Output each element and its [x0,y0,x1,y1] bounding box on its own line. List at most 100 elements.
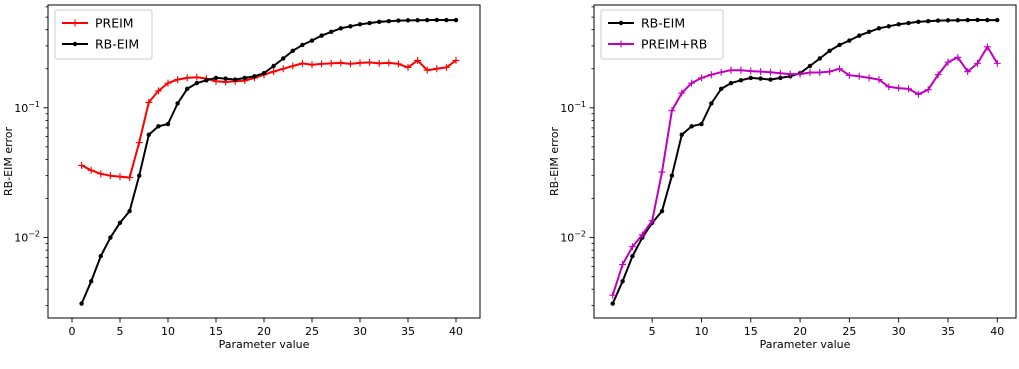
legend-label: PREIM [95,16,134,31]
data-point [886,24,892,29]
x-tick-label: 25 [842,325,856,338]
x-tick-label: 20 [257,325,271,338]
x-tick-label: 40 [990,325,1004,338]
data-point [213,75,219,81]
data-point [453,17,459,23]
data-point [337,59,345,67]
data-point [837,42,842,48]
data-point [975,17,980,23]
data-point [348,24,353,29]
data-point [223,76,228,81]
data-point [377,19,382,25]
x-tick-label: 10 [694,325,708,338]
data-point [855,72,863,80]
data-point [935,18,941,23]
data-point [146,132,151,137]
x-tick-label: 35 [941,325,955,338]
data-point [89,279,94,284]
data-point [117,220,123,225]
legend-label: PREIM+RB [641,37,707,52]
data-point [778,75,783,81]
data-point [826,68,834,76]
data-point [914,90,922,98]
data-point [926,19,931,24]
data-point [944,58,952,66]
data-point [857,33,862,38]
data-point [628,243,636,251]
data-point [610,301,615,306]
data-point [620,279,625,284]
data-point [106,172,114,180]
data-point [261,70,267,76]
data-point [78,161,86,169]
data-point [298,59,306,67]
data-point [270,68,278,76]
data-point [817,56,822,61]
data-point [679,132,684,137]
x-tick-label: 15 [744,325,758,338]
data-point [145,98,153,106]
data-point [768,77,773,82]
data-point [916,19,921,25]
x-tick-label: 20 [793,325,807,338]
y-tick-label: 10−1 [560,100,586,115]
data-point [807,63,813,69]
data-point [985,17,990,23]
series-line-rb-eim [80,18,456,304]
data-point [747,67,755,75]
data-point [396,18,401,23]
data-point [300,42,305,48]
data-point [669,173,675,178]
data-point [309,38,315,43]
data-point [98,253,104,259]
x-tick-label: 10 [161,325,175,338]
data-point [357,22,363,27]
data-point [135,139,143,147]
x-tick-label: 25 [305,325,319,338]
data-point [866,29,872,35]
data-point [183,74,191,82]
data-point [174,76,182,84]
data-point [659,208,665,214]
data-point [974,59,982,67]
legend-marker [71,19,79,27]
data-point [934,71,942,79]
chart-panel-1: 10−2 10−1 0 5 10 15 20 25 30 35 40 Parameter value R… [2,4,481,351]
data-point [242,75,247,81]
legend-marker [618,20,624,26]
data-point [290,48,295,54]
data-point [945,18,951,23]
data-point [108,235,113,240]
data-point [707,71,715,79]
data-point [127,208,132,214]
data-point [896,22,901,27]
data-point [375,59,383,67]
data-point [776,69,784,77]
data-point [895,84,903,92]
legend-label: RB-EIM [641,16,685,31]
data-point [806,69,814,77]
data-point [954,53,962,61]
data-point [319,33,324,38]
x-tick-label: 30 [353,325,367,338]
data-point [668,107,676,115]
data-point [97,170,105,178]
data-point [609,291,617,299]
data-point [185,86,190,92]
data-point [386,19,391,24]
data-point [87,166,95,174]
data-point [717,68,725,76]
plot-frame [593,4,1017,319]
x-tick-label: 30 [892,325,906,338]
data-point [338,26,343,31]
data-point [965,17,970,23]
series-line-preim [81,59,457,179]
data-point [415,18,420,23]
data-point [444,17,449,23]
data-point [688,79,696,87]
data-point [425,17,430,23]
data-point [289,62,297,70]
data-point [786,70,794,78]
data-point [252,74,257,79]
data-point [718,86,724,92]
